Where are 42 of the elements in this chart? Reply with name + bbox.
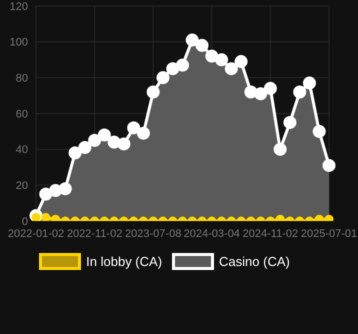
point [176,58,189,72]
x-tick-label: 2023-07-08 [125,228,182,240]
y-tick-label: 20 [16,180,28,192]
y-tick-label: 80 [16,72,28,85]
point [224,62,238,76]
point [196,38,209,52]
x-tick-label: 2022-11-02 [66,228,122,240]
point [41,212,50,221]
point [146,86,160,98]
x-tick-label: 2022-01-02 [8,228,64,240]
y-tick-label: 60 [16,108,28,120]
legend-label: In lobby (CA) [86,254,162,269]
point [264,82,277,95]
legend-label: Casino (CA) [219,254,290,269]
y-tick-label: 40 [16,144,28,156]
point [254,87,268,100]
point [322,158,336,172]
x-tick-label: 2024-03-04 [184,228,240,240]
point [68,146,82,160]
x-tick-label: 2025-07-01 [300,228,358,240]
point [156,71,170,84]
point [58,182,72,196]
y-tick-label: 0 [22,216,28,228]
point [312,124,326,138]
x-tick-label: 2024-11-02 [242,228,298,240]
point [186,34,199,47]
y-tick-label: 100 [10,36,28,49]
point [274,142,287,156]
point [166,62,180,76]
point [302,76,316,90]
y-tick-label: 120 [10,0,28,13]
point [117,137,130,150]
point [136,126,150,140]
point [283,116,296,129]
point [215,53,228,66]
point [205,50,218,63]
point [234,55,248,68]
point [127,121,140,134]
point [98,128,111,142]
point [88,134,102,147]
point [293,86,306,98]
point [78,141,92,154]
